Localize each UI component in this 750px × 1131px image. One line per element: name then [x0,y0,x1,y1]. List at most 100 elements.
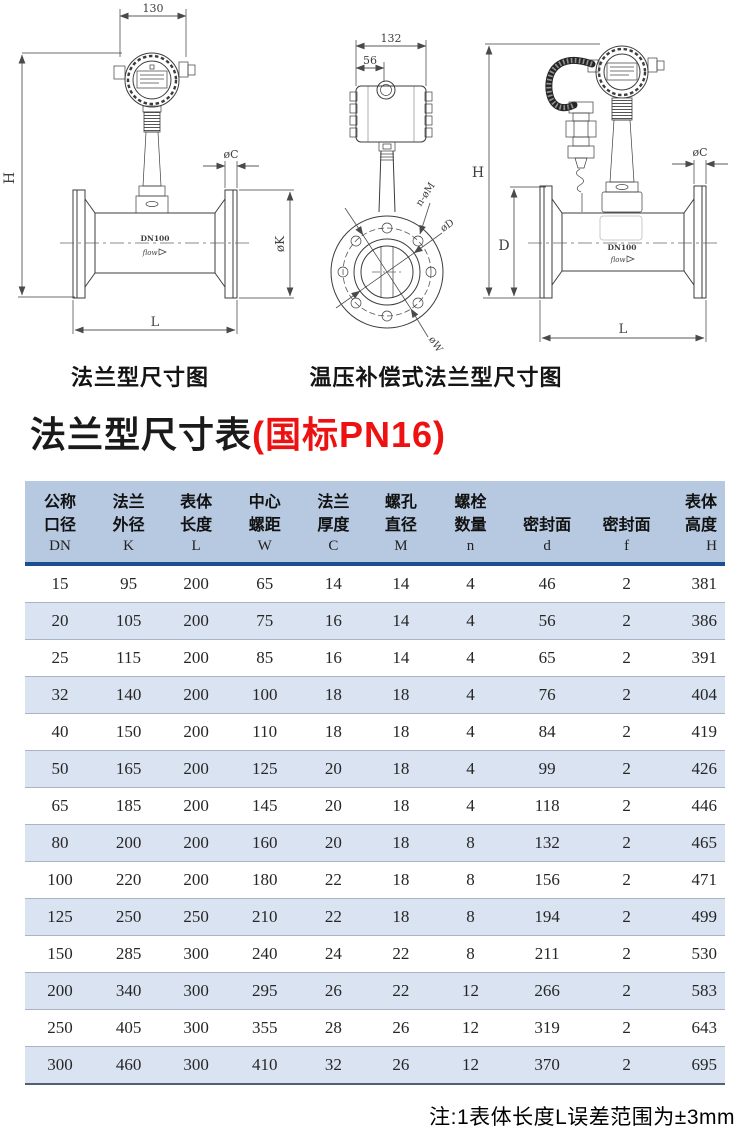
table-cell: 132 [506,824,588,863]
table-cell: 46 [506,564,588,604]
table-cell: 80 [25,824,95,863]
table-title-main: 法兰型尺寸表 [30,414,253,455]
table-cell: 18 [367,750,435,789]
table-cell: 200 [162,713,231,752]
table-cell: 300 [25,1046,95,1086]
table-cell: 99 [506,750,588,789]
table-cell: 583 [665,972,725,1011]
table-cell: 12 [434,1009,507,1048]
table-cell: 16 [299,639,368,678]
table-cell: 319 [506,1009,588,1048]
flow-label: flow [142,249,158,257]
table-cell: 4 [434,713,507,752]
middle-diagram-side-view: 132 56 [330,32,457,355]
table-cell: 125 [25,898,95,937]
table-row-dn-125: 125 250 250 210 22 18 8 194 2 499 [25,898,725,937]
table-cell: 530 [665,935,725,974]
table-cell: 145 [230,787,300,826]
table-cell: 8 [434,898,507,937]
table-cell: 2 [587,898,666,937]
table-cell: 250 [162,898,231,937]
table-row-dn-20: 20 105 200 75 16 14 4 56 2 386 [25,602,725,641]
table-cell: 25 [25,639,95,678]
table-cell: 2 [587,750,666,789]
table-cell: 2 [587,602,666,641]
table-row-dn-250: 250 405 300 355 28 26 12 319 2 643 [25,1009,725,1048]
table-cell: 165 [95,750,163,789]
table-cell: 20 [299,787,368,826]
column-header-L: 表体 长度 L [180,494,213,555]
table-row-dn-32: 32 140 200 100 18 18 4 76 2 404 [25,676,725,715]
table-cell: 295 [230,972,300,1011]
table-cell: 695 [665,1046,725,1086]
table-cell: 26 [299,972,368,1011]
table-cell: 2 [587,639,666,678]
table-cell: 26 [367,1046,435,1086]
table-cell: 250 [95,898,163,937]
table-cell: 84 [506,713,588,752]
table-row-dn-100: 100 220 200 180 22 18 8 156 2 471 [25,861,725,900]
flow-label-right: flow [610,256,626,264]
table-cell: 32 [25,676,95,715]
table-title: 法兰型尺寸表(国标PN16) [30,414,750,455]
table-cell: 12 [434,1046,507,1086]
table-cell: 8 [434,861,507,900]
column-header-DN: 公称 口径 DN [43,494,76,555]
table-cell: 300 [162,1046,231,1086]
table-cell: 499 [665,898,725,937]
dimension-table: 公称 口径 DN 法兰 外径 K 表体 长度 L 中心 螺距 W 法兰 厚度 C 螺孔 直径 M 螺栓 数量 n 密封面 d… [25,481,725,1086]
table-cell: 110 [230,713,300,752]
table-cell: 18 [367,861,435,900]
table-cell: 340 [95,972,163,1011]
table-cell: 370 [506,1046,588,1086]
table-cell: 18 [367,824,435,863]
table-cell: 200 [162,602,231,641]
column-header-W: 中心 螺距 W [248,494,281,555]
table-cell: 211 [506,935,588,974]
technical-drawings: 130 H [2,2,728,355]
column-header-f: 密封面 f [602,517,651,555]
table-cell: 75 [230,602,300,641]
table-row-dn-65: 65 185 200 145 20 18 4 118 2 446 [25,787,725,826]
column-header-M: 螺孔 直径 M [384,494,417,555]
table-cell: 20 [25,602,95,641]
table-cell: 115 [95,639,163,678]
column-header-K: 法兰 外径 K [112,494,145,555]
right-diagram-compensated-type: H D [472,43,728,342]
table-cell: 85 [230,639,300,678]
table-cell: 65 [25,787,95,826]
table-cell: 14 [367,639,435,678]
table-cell: 4 [434,676,507,715]
table-cell: 250 [25,1009,95,1048]
table-cell: 2 [587,824,666,863]
table-cell: 95 [95,564,163,604]
table-cell: 56 [506,602,588,641]
table-cell: 2 [587,787,666,826]
table-cell: 381 [665,564,725,604]
table-cell: 266 [506,972,588,1011]
table-row-dn-40: 40 150 200 110 18 18 4 84 2 419 [25,713,725,752]
table-cell: 22 [299,898,368,937]
table-cell: 4 [434,602,507,641]
table-cell: 2 [587,861,666,900]
table-cell: 40 [25,713,95,752]
column-header-C: 法兰 厚度 C [317,494,350,555]
dim-L-left: L [151,315,160,330]
dim-oD: øD [439,217,457,234]
table-cell: 160 [230,824,300,863]
table-cell: 105 [95,602,163,641]
table-cell: 391 [665,639,725,678]
table-cell: 14 [299,564,368,604]
table-header-row: 公称 口径 DN 法兰 外径 K 表体 长度 L 中心 螺距 W 法兰 厚度 C 螺孔 直径 M 螺栓 数量 n 密封面 d… [25,481,725,565]
table-row-dn-15: 15 95 200 65 14 14 4 46 2 381 [25,564,725,604]
dim-132: 132 [381,32,402,45]
table-cell: 150 [95,713,163,752]
left-diagram-flange-type: 130 H [2,2,294,334]
table-cell: 2 [587,1009,666,1048]
table-cell: 446 [665,787,725,826]
table-cell: 22 [367,972,435,1011]
diagram-captions: 法兰型尺寸图 温压补偿式法兰型尺寸图 [0,358,750,398]
caption-compensated-type: 温压补偿式法兰型尺寸图 [309,365,563,390]
table-cell: 210 [230,898,300,937]
